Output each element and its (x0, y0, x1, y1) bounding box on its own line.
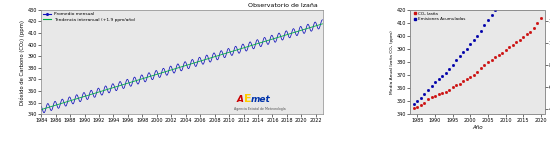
Text: Observatorio de Izaña: Observatorio de Izaña (248, 3, 317, 8)
CO₂ Izaña (488, 59, 495, 61)
Emisiones Acumuladas (481, 25, 488, 26)
Tendencia interanual (+1.9 ppm/año) (96, 91, 102, 93)
Emisiones Acumuladas (425, 89, 431, 91)
Promedio mensual (156, 76, 163, 78)
Emisiones Acumuladas (492, 9, 498, 11)
CO₂ Izaña (417, 104, 424, 106)
Emisiones Acumuladas (417, 97, 424, 99)
Emisiones Acumuladas (414, 100, 421, 102)
CO₂ Izaña (435, 93, 442, 95)
Text: met: met (251, 95, 271, 104)
Tendencia interanual (+1.9 ppm/año) (155, 73, 162, 75)
CO₂ Izaña (414, 106, 421, 107)
Text: A: A (237, 95, 244, 104)
CO₂ Izaña (481, 64, 488, 66)
CO₂ Izaña (456, 83, 463, 84)
Tendencia interanual (+1.9 ppm/año) (101, 89, 108, 91)
Emisiones Acumuladas (428, 85, 435, 87)
CO₂ Izaña (524, 33, 530, 35)
Promedio mensual (57, 105, 63, 106)
Emisiones Acumuladas (432, 81, 438, 83)
Text: E: E (244, 94, 251, 104)
Y-axis label: Media Anual Izaña CO₂ (ppm): Media Anual Izaña CO₂ (ppm) (390, 30, 394, 94)
CO₂ Izaña (439, 92, 446, 94)
Emisiones Acumuladas (456, 55, 463, 57)
CO₂ Izaña (428, 96, 435, 98)
CO₂ Izaña (520, 36, 526, 38)
Emisiones Acumuladas (464, 48, 470, 50)
CO₂ Izaña (499, 52, 505, 53)
Emisiones Acumuladas (474, 35, 481, 37)
Promedio mensual (68, 98, 74, 100)
X-axis label: Año: Año (472, 125, 483, 130)
CO₂ Izaña (446, 89, 453, 91)
CO₂ Izaña (485, 61, 491, 63)
CO₂ Izaña (442, 91, 449, 93)
Emisiones Acumuladas (449, 64, 456, 66)
CO₂ Izaña (432, 95, 438, 97)
Line: CO₂ Izaña: CO₂ Izaña (413, 18, 542, 109)
Emisiones Acumuladas (485, 19, 491, 21)
Emisiones Acumuladas (453, 60, 460, 61)
CO₂ Izaña (460, 80, 466, 82)
CO₂ Izaña (527, 31, 534, 32)
Promedio mensual (41, 112, 47, 114)
CO₂ Izaña (471, 74, 477, 76)
CO₂ Izaña (531, 27, 537, 29)
Promedio mensual (319, 19, 326, 21)
Tendencia interanual (+1.9 ppm/año) (219, 53, 225, 55)
CO₂ Izaña (474, 71, 481, 73)
CO₂ Izaña (421, 102, 428, 103)
CO₂ Izaña (453, 85, 460, 86)
CO₂ Izaña (534, 22, 541, 24)
Tendencia interanual (+1.9 ppm/año) (56, 103, 63, 105)
Line: Promedio mensual: Promedio mensual (41, 20, 322, 113)
CO₂ Izaña (513, 41, 520, 43)
Emisiones Acumuladas (439, 75, 446, 77)
CO₂ Izaña (509, 44, 516, 46)
Emisiones Acumuladas (410, 103, 417, 105)
Emisiones Acumuladas (499, 2, 505, 4)
Tendencia interanual (+1.9 ppm/año) (67, 100, 74, 102)
Tendencia interanual (+1.9 ppm/año) (38, 109, 45, 110)
Emisiones Acumuladas (496, 5, 502, 6)
Tendencia interanual (+1.9 ppm/año) (319, 23, 326, 25)
Line: Tendencia interanual (+1.9 ppm/año): Tendencia interanual (+1.9 ppm/año) (41, 24, 322, 110)
CO₂ Izaña (410, 107, 417, 109)
Emisiones Acumuladas (477, 30, 484, 31)
Text: Agencia Estatal de Meteorología: Agencia Estatal de Meteorología (234, 107, 286, 111)
Legend: Promedio mensual, Tendencia interanual (+1.9 ppm/año): Promedio mensual, Tendencia interanual (… (42, 11, 136, 23)
CO₂ Izaña (449, 87, 456, 88)
Emisiones Acumuladas (488, 14, 495, 16)
Line: Emisiones Acumuladas: Emisiones Acumuladas (413, 0, 542, 105)
Emisiones Acumuladas (467, 43, 474, 45)
CO₂ Izaña (516, 39, 523, 40)
CO₂ Izaña (538, 18, 544, 19)
Emisiones Acumuladas (421, 93, 428, 95)
CO₂ Izaña (496, 54, 502, 56)
CO₂ Izaña (502, 49, 509, 50)
Promedio mensual (38, 105, 45, 107)
Emisiones Acumuladas (446, 68, 453, 70)
Emisiones Acumuladas (435, 78, 442, 80)
CO₂ Izaña (477, 67, 484, 69)
Emisiones Acumuladas (460, 52, 466, 53)
CO₂ Izaña (464, 78, 470, 80)
CO₂ Izaña (492, 57, 498, 58)
CO₂ Izaña (425, 99, 431, 100)
Promedio mensual (102, 86, 108, 87)
Emisiones Acumuladas (442, 72, 449, 74)
CO₂ Izaña (506, 46, 513, 48)
Emisiones Acumuladas (471, 40, 477, 41)
Promedio mensual (220, 54, 227, 55)
Y-axis label: Dióxido de Carbono (CO₂) (ppm): Dióxido de Carbono (CO₂) (ppm) (19, 20, 25, 104)
CO₂ Izaña (467, 76, 474, 78)
Legend: CO₂ Izaña, Emisiones Acumuladas: CO₂ Izaña, Emisiones Acumuladas (411, 11, 466, 22)
Promedio mensual (96, 89, 103, 91)
